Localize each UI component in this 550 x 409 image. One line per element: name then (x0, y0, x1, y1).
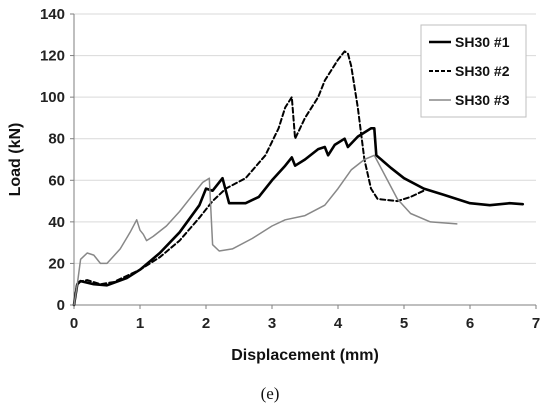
x-tick-labels: 0 1 2 3 4 5 6 7 (70, 315, 540, 332)
axes (70, 13, 537, 309)
x-tick-label-1: 1 (136, 315, 144, 332)
series-line-1 (72, 127, 525, 307)
y-tick-label-20: 20 (48, 255, 65, 272)
y-tick-label-60: 60 (48, 172, 65, 189)
x-axis-title: Displacement (mm) (231, 347, 379, 364)
y-tick-label-120: 120 (40, 48, 65, 65)
x-tick-label-3: 3 (268, 315, 276, 332)
x-tick-label-0: 0 (70, 315, 78, 332)
legend: SH30 #1 SH30 #2 SH30 #3 (420, 24, 527, 118)
x-tick-label-6: 6 (466, 315, 474, 332)
series-line-2 (73, 50, 425, 306)
x-tick-label-4: 4 (334, 315, 343, 332)
y-axis-title: Load (kN) (7, 123, 24, 197)
legend-label-2: SH30 #2 (455, 63, 510, 79)
figure-caption: (e) (261, 384, 280, 403)
legend-label-1: SH30 #1 (455, 34, 510, 50)
y-tick-label-100: 100 (40, 89, 65, 106)
y-tick-label-140: 140 (40, 6, 65, 23)
legend-label-3: SH30 #3 (455, 92, 510, 108)
x-tick-label-7: 7 (532, 315, 540, 332)
y-tick-labels: 0 20 40 60 80 100 120 140 (40, 6, 65, 314)
y-tick-label-80: 80 (48, 131, 65, 148)
x-tick-label-2: 2 (202, 315, 210, 332)
series-line-3 (73, 154, 458, 306)
y-tick-label-0: 0 (57, 297, 65, 314)
y-tick-label-40: 40 (48, 214, 65, 231)
series-lines (72, 50, 525, 307)
x-tick-label-5: 5 (400, 315, 408, 332)
